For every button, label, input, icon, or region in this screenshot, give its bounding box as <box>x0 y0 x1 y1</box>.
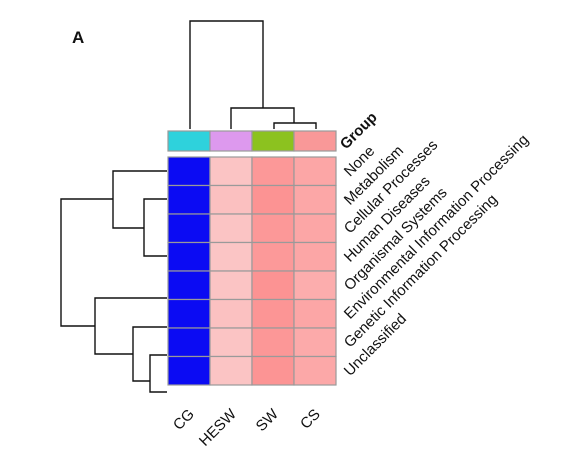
heatmap-cell <box>209 156 253 187</box>
column-dendrogram-mid-link <box>230 107 295 129</box>
column-dendrogram-leaf-link <box>273 122 317 129</box>
heatmap-cell <box>251 213 295 244</box>
row-dendrogram-lower-sub-link <box>132 326 167 382</box>
row-dendrogram-lower-link <box>94 297 167 355</box>
row-dendrogram-lower-leaf-link <box>149 354 167 393</box>
heatmap-cells <box>167 156 337 386</box>
heatmap-cell <box>251 355 295 386</box>
group-color-cs <box>293 130 337 152</box>
heatmap-cell <box>251 184 295 215</box>
heatmap-cell <box>209 241 253 272</box>
heatmap-cell <box>293 184 337 215</box>
heatmap-cell <box>251 241 295 272</box>
heatmap-cell <box>167 270 211 301</box>
heatmap-cell <box>293 270 337 301</box>
heatmap-cell <box>167 213 211 244</box>
column-dendrogram-root-link <box>189 20 264 129</box>
heatmap-cell <box>251 327 295 358</box>
group-color-cg <box>167 130 211 152</box>
column-label: CS <box>297 406 324 433</box>
group-annotation-bar <box>167 130 337 152</box>
heatmap-cell <box>209 184 253 215</box>
heatmap-cell <box>167 298 211 329</box>
heatmap-cell <box>209 355 253 386</box>
heatmap-cell <box>167 241 211 272</box>
heatmap-cell <box>209 298 253 329</box>
heatmap-cell <box>167 355 211 386</box>
column-label: CG <box>170 406 198 434</box>
group-color-sw <box>251 130 295 152</box>
heatmap-cell <box>293 327 337 358</box>
group-annotation-title: Group <box>337 109 381 153</box>
heatmap-cell <box>293 156 337 187</box>
heatmap-cell <box>293 298 337 329</box>
heatmap-cell <box>167 327 211 358</box>
group-color-hesw <box>209 130 253 152</box>
row-dendrogram <box>60 170 167 393</box>
heatmap-cell <box>251 156 295 187</box>
row-dendrogram-upper-link <box>112 170 167 229</box>
heatmap-cell <box>293 241 337 272</box>
heatmap-cell <box>209 213 253 244</box>
panel-label: A <box>72 28 84 47</box>
column-dendrogram <box>189 20 317 129</box>
heatmap-cell <box>209 270 253 301</box>
column-label: SW <box>253 405 283 435</box>
heatmap-cell <box>167 184 211 215</box>
heatmap-cell <box>251 298 295 329</box>
heatmap-cell <box>167 156 211 187</box>
heatmap-cell <box>251 270 295 301</box>
heatmap-cell <box>293 355 337 386</box>
heatmap-cell <box>293 213 337 244</box>
row-dendrogram-root-link <box>60 198 113 327</box>
heatmap-cell <box>209 327 253 358</box>
column-label: HESW <box>196 405 240 449</box>
row-dendrogram-upper-sub-link <box>143 198 167 257</box>
